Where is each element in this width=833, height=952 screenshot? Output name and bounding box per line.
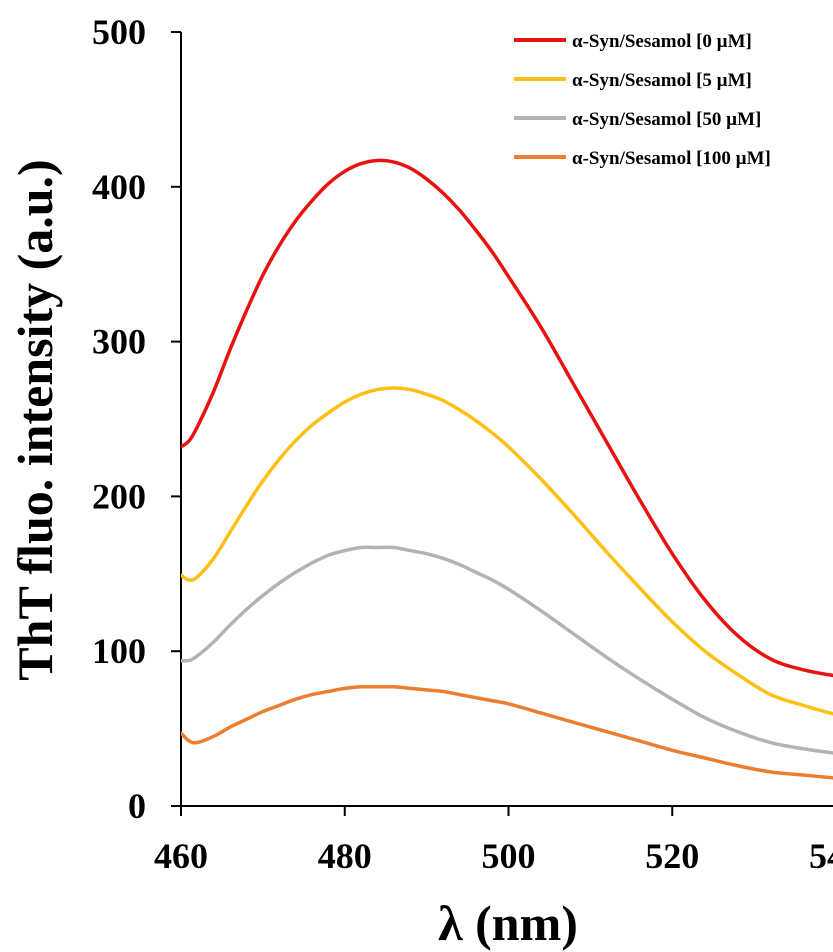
x-tick-label: 480 — [318, 836, 372, 876]
y-axis-ticks: 0 100 200 300 400 500 — [92, 12, 181, 826]
series-line-1 — [181, 388, 833, 715]
y-axis-title: ThT fluo. intensity (a.u.) — [7, 159, 63, 680]
legend-label-0: α-Syn/Sesamol [0 µM] — [572, 31, 752, 52]
series-line-2 — [181, 547, 833, 753]
series-lines — [181, 160, 833, 778]
y-tick-label: 500 — [92, 12, 146, 52]
legend: α-Syn/Sesamol [0 µM] α-Syn/Sesamol [5 µM]… — [514, 31, 771, 169]
x-axis-title: λ (nm) — [438, 895, 578, 951]
x-axis-ticks: 460 480 500 520 540 — [154, 806, 833, 876]
legend-label-1: α-Syn/Sesamol [5 µM] — [572, 70, 752, 91]
y-tick-label: 300 — [92, 322, 146, 362]
x-tick-label: 460 — [154, 836, 208, 876]
legend-label-2: α-Syn/Sesamol [50 µM] — [572, 109, 761, 130]
x-tick-label: 540 — [809, 836, 833, 876]
x-tick-label: 500 — [482, 836, 536, 876]
y-tick-label: 200 — [92, 476, 146, 516]
x-tick-label: 520 — [645, 836, 699, 876]
y-tick-label: 0 — [128, 786, 146, 826]
y-tick-label: 400 — [92, 167, 146, 207]
y-tick-label: 100 — [92, 631, 146, 671]
legend-label-3: α-Syn/Sesamol [100 µM] — [572, 148, 771, 169]
series-line-0 — [181, 160, 833, 676]
